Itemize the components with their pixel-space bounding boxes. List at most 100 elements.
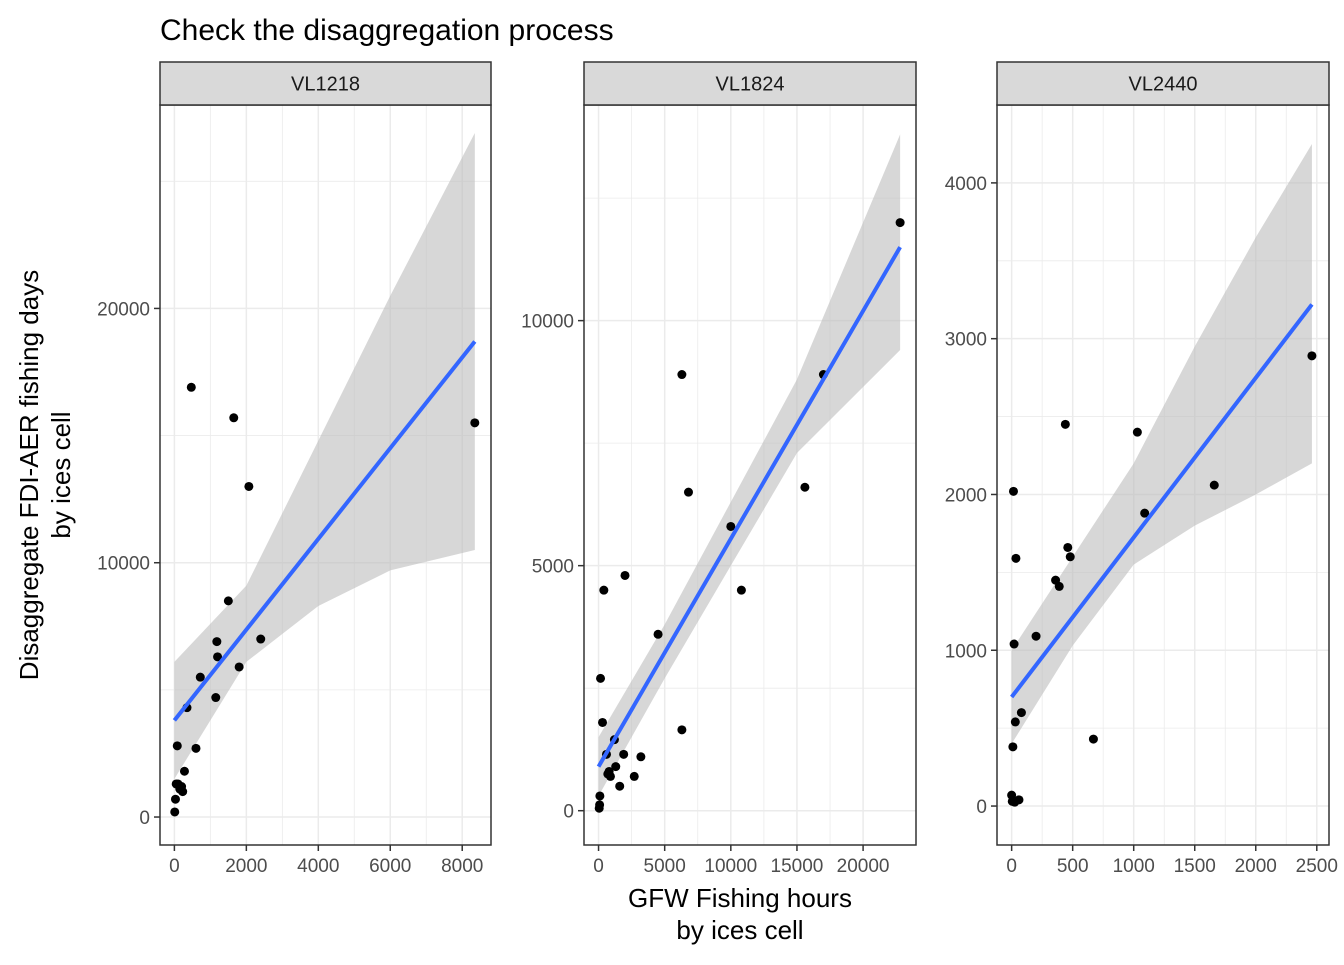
data-point <box>1014 795 1024 805</box>
facet-panel: VL1218 0 2000 4000 6000 8000 0 10000 20000 <box>97 61 492 877</box>
data-point <box>619 749 629 759</box>
facet-panel: VL1824 0 5000 10000 15000 20000 0 5000 10000 <box>521 61 917 877</box>
data-point <box>195 672 205 682</box>
x-tick-label: 15000 <box>771 856 824 877</box>
x-tick-label: 1000 <box>1113 856 1155 877</box>
data-point <box>172 741 182 751</box>
data-point <box>170 807 180 817</box>
facet-strip <box>583 61 917 106</box>
data-point <box>1016 708 1026 718</box>
data-point <box>1054 581 1064 591</box>
data-point <box>470 418 480 428</box>
facet-strip <box>996 61 1330 106</box>
data-point <box>1140 508 1150 518</box>
data-point <box>683 487 693 497</box>
data-point <box>736 585 746 595</box>
data-point <box>595 800 605 810</box>
axis-label-line: by ices cell <box>46 411 76 538</box>
y-tick-label: 2000 <box>945 485 987 506</box>
data-point <box>1060 419 1070 429</box>
data-point <box>615 781 625 791</box>
data-point <box>611 762 621 772</box>
data-point <box>1065 552 1075 562</box>
x-tick-label: 6000 <box>369 856 411 877</box>
data-point <box>1132 427 1142 437</box>
facet-strip-label: VL1824 <box>716 74 785 96</box>
x-tick-label: 4000 <box>297 856 339 877</box>
data-point <box>636 752 646 762</box>
data-point <box>1010 717 1020 727</box>
confidence-band <box>598 134 901 796</box>
y-tick-label: 20000 <box>97 299 150 320</box>
x-tick-label: 2000 <box>225 856 267 877</box>
data-point <box>653 629 663 639</box>
fit-line <box>1010 303 1314 699</box>
y-tick-label: 10000 <box>97 554 150 575</box>
data-point <box>179 766 189 776</box>
x-tick-label: 0 <box>1006 856 1017 877</box>
confidence-band <box>1011 143 1312 744</box>
y-tick-label: 3000 <box>945 330 987 351</box>
data-point <box>1009 639 1019 649</box>
data-point <box>211 693 221 703</box>
fit-line <box>172 340 477 722</box>
facet-strip-label: VL1218 <box>291 74 360 96</box>
data-point <box>256 634 266 644</box>
data-point <box>1307 351 1317 361</box>
y-tick-label: 0 <box>139 808 150 829</box>
facet-strip <box>159 61 492 106</box>
data-point <box>1063 542 1073 552</box>
axis-label-line: Disaggregate FDI-AER fishing days <box>14 270 44 680</box>
data-point <box>223 596 233 606</box>
data-point <box>178 787 188 797</box>
data-point <box>1011 553 1021 563</box>
facet-strip-label: VL2440 <box>1129 74 1198 96</box>
data-point <box>191 743 201 753</box>
data-point <box>213 652 223 662</box>
data-point <box>244 481 254 491</box>
y-tick-label: 5000 <box>532 557 574 578</box>
x-tick-label: 5000 <box>644 856 686 877</box>
confidence-band <box>174 132 475 779</box>
data-point <box>677 370 687 380</box>
y-tick-label: 0 <box>976 797 987 818</box>
y-tick-label: 10000 <box>521 312 574 333</box>
x-tick-label: 500 <box>1057 856 1089 877</box>
data-point <box>234 662 244 672</box>
data-point <box>598 717 608 727</box>
y-tick-label: 4000 <box>945 174 987 195</box>
data-point <box>677 725 687 735</box>
data-point <box>212 637 222 647</box>
data-point <box>605 771 615 781</box>
data-point <box>1031 631 1041 641</box>
x-tick-label: 2500 <box>1296 856 1338 877</box>
data-point <box>596 673 606 683</box>
data-point <box>895 218 905 228</box>
data-point <box>170 794 180 804</box>
data-point <box>1008 486 1018 496</box>
axis-label-line: by ices cell <box>676 915 803 945</box>
y-axis-label: Disaggregate FDI-AER fishing daysby ices… <box>14 270 76 680</box>
data-point <box>1088 734 1098 744</box>
facet-panel: VL2440 0 500 1000 1500 2000 2500 0 1000 2000 3000 4… <box>945 61 1338 877</box>
x-tick-label: 0 <box>169 856 180 877</box>
x-tick-label: 1500 <box>1174 856 1216 877</box>
chart-title: Check the disaggregation process <box>160 14 614 47</box>
y-tick-label: 0 <box>563 802 574 823</box>
data-point <box>599 585 609 595</box>
data-point <box>629 771 639 781</box>
x-tick-label: 8000 <box>441 856 483 877</box>
data-point <box>229 413 239 423</box>
x-axis-label: GFW Fishing hours by ices cell <box>628 883 852 945</box>
data-point <box>595 791 605 801</box>
data-point <box>186 382 196 392</box>
axis-label-line: GFW Fishing hours <box>628 883 852 913</box>
x-tick-label: 2000 <box>1235 856 1277 877</box>
fit-line <box>596 246 902 768</box>
data-point <box>800 482 810 492</box>
data-point <box>1008 742 1018 752</box>
data-point <box>1209 480 1219 490</box>
